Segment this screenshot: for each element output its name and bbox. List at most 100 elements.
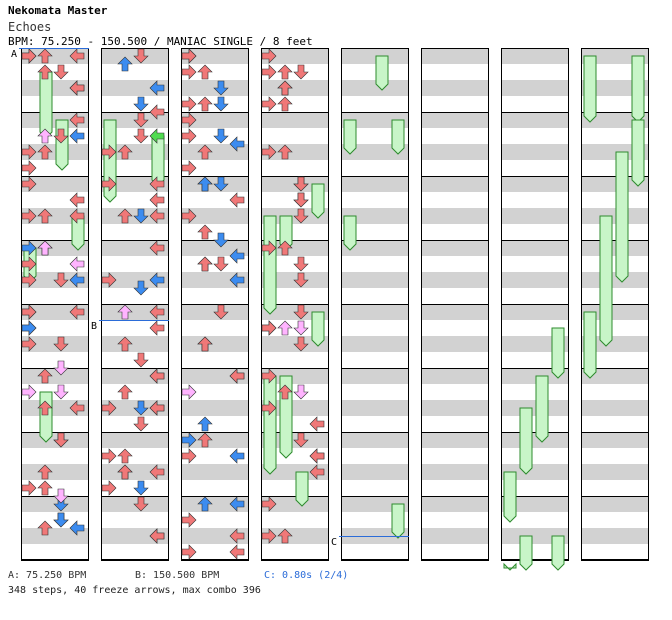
step-arrow [117, 448, 133, 464]
beat-stripe [421, 240, 489, 256]
step-arrow [197, 144, 213, 160]
beat-stripe [421, 496, 489, 512]
freeze-arrow [375, 55, 389, 91]
beat-stripe [21, 400, 89, 416]
step-arrow [69, 520, 85, 536]
step-arrow [69, 192, 85, 208]
step-arrow [293, 64, 309, 80]
step-arrow [133, 352, 149, 368]
step-arrow [277, 96, 293, 112]
step-arrow [261, 320, 277, 336]
step-arrow [69, 80, 85, 96]
beat-stripe [581, 336, 649, 352]
beat-stripe [181, 272, 249, 288]
beat-stripe [421, 144, 489, 160]
freeze-arrow [519, 407, 533, 475]
step-arrow [293, 256, 309, 272]
bpm-marker-label: B [91, 321, 97, 332]
step-arrow [37, 464, 53, 480]
freeze-arrow [343, 119, 357, 155]
beat-stripe [261, 112, 329, 128]
step-arrow [293, 336, 309, 352]
step-arrow [149, 240, 165, 256]
step-arrow [261, 368, 277, 384]
beat-stripe [181, 496, 249, 512]
step-arrow [37, 208, 53, 224]
step-arrow [133, 128, 149, 144]
beat-stripe [341, 176, 409, 192]
step-arrow [197, 96, 213, 112]
step-arrow [309, 448, 325, 464]
beat-stripe [421, 432, 489, 448]
step-arrow [229, 544, 245, 560]
step-arrow [101, 176, 117, 192]
beat-stripe [181, 112, 249, 128]
step-arrow [213, 232, 229, 248]
song-title: Echoes [8, 20, 52, 34]
step-arrow [181, 160, 197, 176]
freeze-arrow [39, 391, 53, 443]
beat-stripe [341, 208, 409, 224]
freeze-arrow [295, 471, 309, 507]
freeze-arrow [551, 327, 565, 379]
step-arrow [229, 192, 245, 208]
freeze-arrow [615, 151, 629, 283]
beat-stripe [421, 48, 489, 64]
beat-stripe [21, 176, 89, 192]
step-arrow [149, 80, 165, 96]
step-arrow [277, 240, 293, 256]
beat-stripe [501, 176, 569, 192]
step-arrow [229, 496, 245, 512]
beat-stripe [581, 400, 649, 416]
freeze-arrow [263, 375, 277, 475]
step-arrow [21, 480, 37, 496]
step-arrow [149, 176, 165, 192]
column-border [581, 48, 649, 560]
step-arrow [197, 64, 213, 80]
beat-stripe [101, 528, 169, 544]
freeze-arrow [551, 535, 565, 571]
step-arrow [53, 336, 69, 352]
beat-stripe [181, 464, 249, 480]
step-arrow [181, 48, 197, 64]
step-arrow [21, 304, 37, 320]
step-arrow [53, 360, 69, 376]
beat-stripe [261, 240, 329, 256]
beat-stripe [501, 112, 569, 128]
step-arrow [101, 480, 117, 496]
step-arrow [21, 208, 37, 224]
step-arrow [293, 432, 309, 448]
beat-stripe [501, 240, 569, 256]
beat-stripe [581, 368, 649, 384]
freeze-arrow [535, 375, 549, 443]
step-arrow [293, 176, 309, 192]
freeze-arrow [39, 71, 53, 139]
beat-stripe [501, 208, 569, 224]
step-arrow [133, 208, 149, 224]
step-arrow [293, 304, 309, 320]
step-arrow [149, 128, 165, 144]
step-arrow [277, 528, 293, 544]
step-arrow [21, 144, 37, 160]
step-arrow [261, 528, 277, 544]
column-border [181, 48, 249, 560]
beat-stripe [101, 272, 169, 288]
step-arrow [149, 464, 165, 480]
beat-stripe [581, 240, 649, 256]
freeze-arrow [631, 55, 645, 123]
step-arrow [37, 480, 53, 496]
beat-stripe [501, 496, 569, 512]
step-arrow [133, 280, 149, 296]
beat-stripe [581, 208, 649, 224]
beat-stripe [421, 112, 489, 128]
beat-stripe [501, 48, 569, 64]
beat-stripe [261, 464, 329, 480]
beat-stripe [581, 496, 649, 512]
beat-stripe [261, 528, 329, 544]
beat-stripe [181, 528, 249, 544]
step-arrow [213, 80, 229, 96]
beat-stripe [21, 528, 89, 544]
beat-stripe [21, 304, 89, 320]
step-arrow [53, 432, 69, 448]
